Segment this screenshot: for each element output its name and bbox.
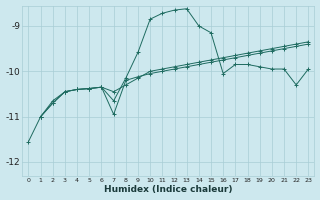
X-axis label: Humidex (Indice chaleur): Humidex (Indice chaleur) [104, 185, 233, 194]
